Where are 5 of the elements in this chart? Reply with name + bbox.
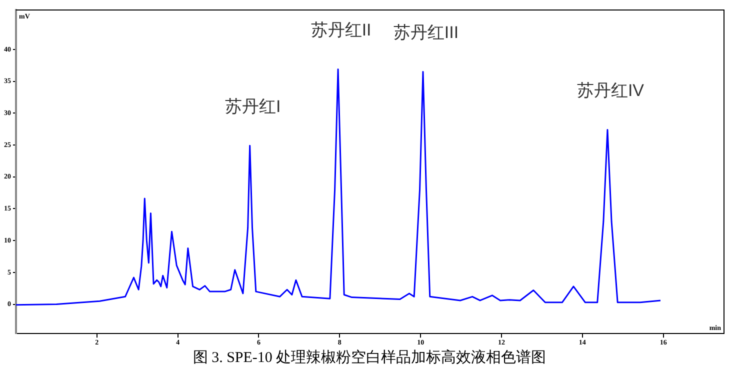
annotation: 苏丹红IV — [576, 80, 645, 100]
annotation: 苏丹红III — [393, 22, 459, 42]
text: 图 3. SPE-10 处理辣椒粉空白样品加标高效液相色谱图 — [192, 348, 548, 368]
annotation: 苏丹红I — [224, 96, 281, 116]
annotation: 苏丹红II — [310, 20, 372, 40]
